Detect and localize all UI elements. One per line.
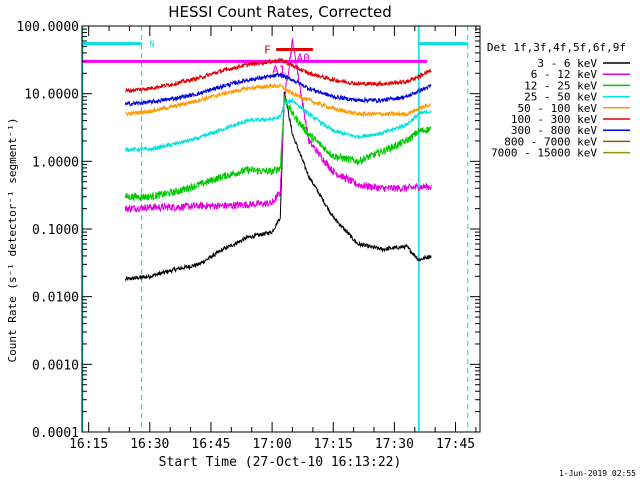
legend-label: 300 - 800 keV (511, 124, 597, 137)
y-tick-label: 0.0010 (32, 358, 79, 373)
y-tick-label: 100.0000 (16, 20, 79, 35)
attenuator-label-a0: A0 (297, 51, 310, 64)
x-tick-label: 17:15 (314, 437, 353, 452)
legend-label: 100 - 300 keV (511, 113, 597, 126)
flare-label: F (264, 43, 271, 56)
axes-layer: 0.0001 0.0010 0.0100 0.1000 1.0000 10.0000 100… (16, 20, 481, 452)
x-tick-label: 16:30 (130, 437, 169, 452)
y-tick-label: 0.0001 (32, 426, 79, 441)
legend-label: 7000 - 15000 keV (491, 147, 597, 160)
y-tick-label: 0.1000 (32, 223, 79, 238)
x-tick-label: 17:30 (375, 437, 414, 452)
x-tick-label: 17:45 (436, 437, 475, 452)
y-tick-label: 1.0000 (32, 155, 79, 170)
series-line (124, 96, 432, 203)
y-tick-label: 0.0100 (32, 291, 79, 306)
legend-label: 12 - 25 keV (524, 79, 597, 92)
series-layer (124, 38, 432, 282)
legend-label: 6 - 12 keV (531, 68, 598, 81)
series-line (125, 97, 432, 153)
x-axis-label: Start Time (27-Oct-10 16:13:22) (159, 455, 402, 470)
x-tick-label: 16:15 (69, 437, 108, 452)
legend-label: 800 - 7000 keV (504, 135, 597, 148)
attenuator-label-a1: A1 (272, 63, 285, 76)
chart-title: HESSI Count Rates, Corrected (168, 3, 392, 21)
legend-title: Det 1f,3f,4f,5f,6f,9f (487, 41, 626, 54)
legend-label: 50 - 100 keV (518, 102, 598, 115)
series-line (124, 91, 432, 282)
y-tick-label: 10.0000 (24, 88, 79, 103)
series-line (125, 83, 432, 118)
series-line (124, 38, 432, 213)
legend-label: 25 - 50 keV (524, 91, 597, 104)
night-label: N (150, 40, 155, 49)
y-axis-label: Count Rate (s⁻¹ detector⁻¹ segment⁻¹) (6, 117, 19, 362)
series-line (124, 57, 432, 94)
legend-label: 3 - 6 keV (537, 57, 597, 70)
footer-date: 1-Jun-2019 02:55 (559, 469, 636, 478)
x-tick-label: 16:45 (191, 437, 230, 452)
x-tick-label: 17:00 (253, 437, 292, 452)
series-line (124, 73, 432, 107)
